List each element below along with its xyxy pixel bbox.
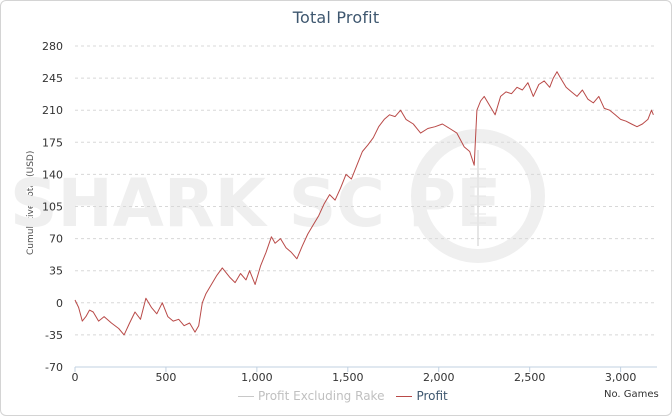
x-tick-label: 2,000	[423, 371, 455, 384]
x-tick-label: 0	[72, 371, 79, 384]
legend-label: Profit Excluding Rake	[258, 389, 385, 403]
y-tick-label: 245	[42, 72, 63, 85]
x-tick-label: 2,500	[514, 371, 546, 384]
y-tick-label: 35	[49, 265, 63, 278]
x-tick-label: 500	[155, 371, 176, 384]
watermark-scope-ring	[411, 129, 545, 263]
series-line-profit	[74, 71, 654, 336]
y-tick-label: -70	[45, 361, 63, 374]
axes	[74, 366, 657, 372]
legend-item-profit-excluding-rake[interactable]: Profit Excluding Rake	[238, 389, 384, 403]
y-tick-label: 140	[42, 168, 63, 181]
legend-item-profit[interactable]: Profit	[396, 389, 448, 403]
y-tick-label: 70	[49, 233, 63, 246]
x-tick-label: 3,000	[605, 371, 637, 384]
y-tick-label: 210	[42, 104, 63, 117]
sharkscope-watermark: SHARK SC PE	[10, 129, 545, 263]
y-tick-label: 0	[56, 297, 63, 310]
x-tick-label: 1,500	[332, 371, 364, 384]
chart-title: Total Profit	[292, 8, 380, 27]
legend: Profit Excluding Rake Profit	[238, 389, 460, 403]
y-tick-label: 105	[42, 201, 63, 214]
legend-swatch	[238, 395, 254, 397]
x-tick-label: 1,000	[241, 371, 273, 384]
y-tick-label: -35	[45, 329, 63, 342]
grid-lines	[75, 45, 657, 336]
series-lines	[74, 71, 654, 336]
tick-labels: -70 -35 0 35 70 105 140 175 210 245 280 0 500 1,000 1,…	[42, 40, 636, 384]
y-tick-label: 280	[42, 40, 63, 53]
legend-swatch	[396, 395, 413, 397]
legend-label: Profit	[416, 389, 448, 403]
x-axis-label: No. Games	[604, 389, 659, 400]
y-tick-label: 175	[42, 136, 63, 149]
